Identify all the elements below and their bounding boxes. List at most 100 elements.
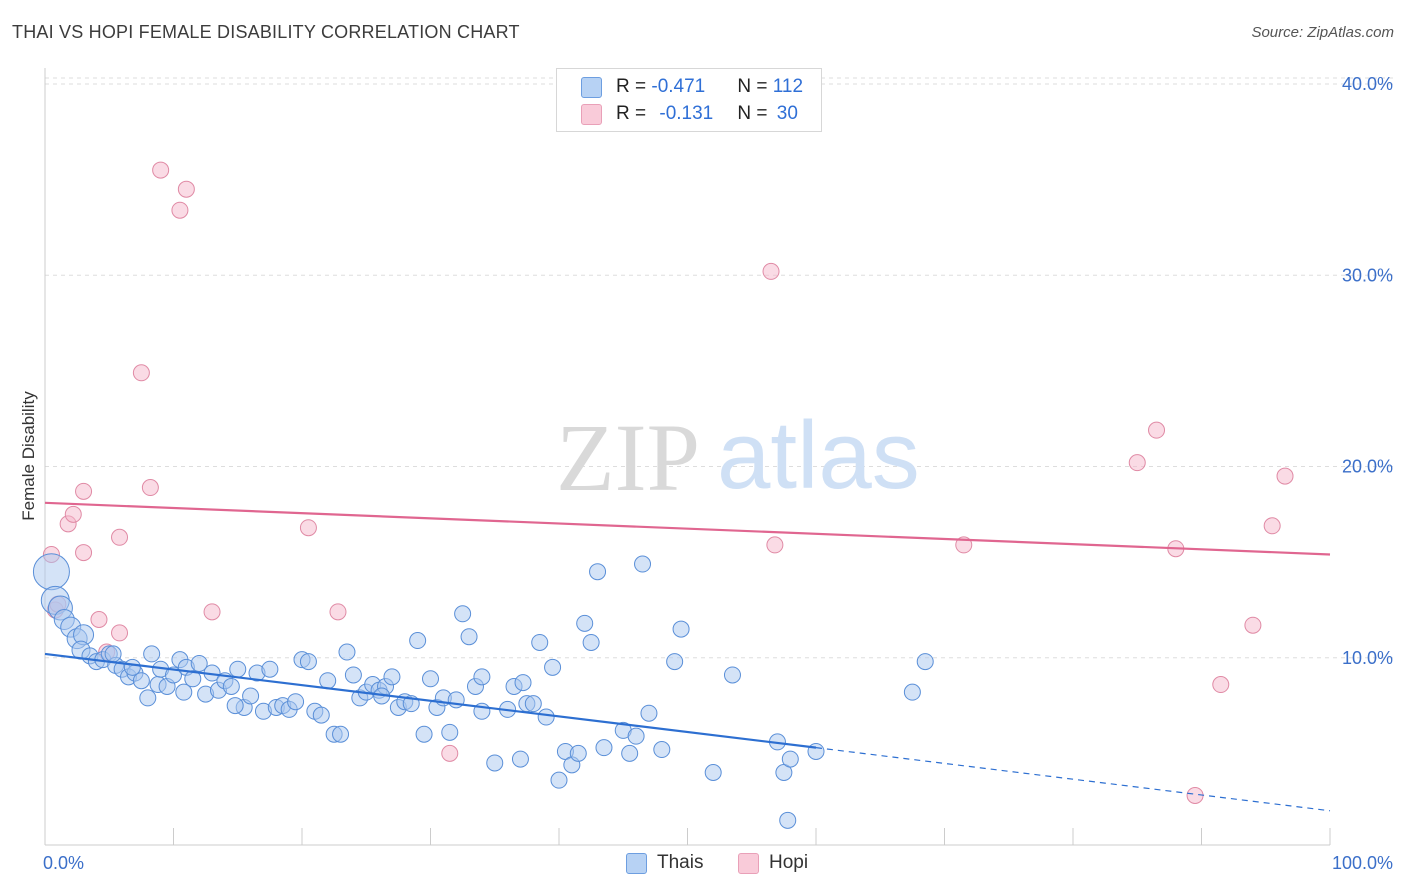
hopi-legend-swatch [738, 852, 759, 874]
thais-legend-swatch [626, 852, 647, 874]
legend-row-hopi: R = -0.131 N = 30 [581, 102, 798, 126]
hopi-point [299, 519, 317, 537]
x-tick-label: 0.0% [43, 853, 84, 873]
source-credit: Source: ZipAtlas.com [1251, 24, 1394, 41]
thais-point [143, 645, 161, 663]
thais-point [524, 695, 542, 713]
thais-point [627, 727, 645, 745]
thais-points [32, 553, 934, 829]
hopi-point [203, 603, 221, 621]
thais-n-label: N = [737, 76, 773, 97]
thais-point [222, 677, 240, 695]
thais-point [595, 739, 613, 757]
x-tick-label: 100.0% [1332, 853, 1393, 873]
thais-point [415, 725, 433, 743]
thais-swatch [581, 76, 602, 98]
series-legend: Thais Hopi [0, 852, 1406, 876]
thais-point [338, 643, 356, 661]
thais-point [422, 670, 439, 688]
hopi-point [132, 364, 150, 382]
thais-point [582, 633, 600, 651]
hopi-point [1276, 467, 1294, 485]
hopi-trend-line [44, 501, 1331, 556]
trend-lines [44, 501, 1331, 812]
y-axis-title: Female Disability [19, 391, 38, 521]
hopi-point [75, 482, 93, 500]
thais-point [383, 668, 401, 686]
legend-row-thais: R = -0.471 N = 112 [581, 75, 803, 99]
thais-point [903, 683, 921, 701]
tick-labels: 10.0% 20.0% 30.0% 40.0% 0.0% 100.0% Female Dis… [19, 74, 1393, 873]
hopi-point [762, 262, 780, 280]
hopi-n-value: 30 [776, 103, 798, 124]
thais-point [576, 614, 594, 632]
thais-point [473, 668, 491, 686]
thais-point [454, 605, 472, 623]
thais-point [514, 674, 532, 692]
thais-point [139, 689, 157, 707]
thais-point [589, 563, 607, 581]
hopi-r-value: -0.131 [659, 103, 714, 124]
thais-legend-label: Thais [657, 852, 704, 873]
hopi-point [111, 624, 129, 642]
y-tick-label: 10.0% [1342, 648, 1393, 668]
thais-point [287, 693, 305, 711]
thais-point [653, 741, 671, 759]
hopi-r-label: R = [616, 103, 652, 124]
y-tick-label: 30.0% [1342, 265, 1393, 285]
hopi-point [64, 505, 82, 523]
hopi-point [441, 744, 459, 762]
thais-point [672, 620, 690, 638]
thais-point [723, 666, 741, 684]
thais-point [537, 708, 555, 726]
hopi-point [171, 201, 189, 219]
hopi-point [329, 603, 347, 621]
hopi-point [111, 528, 129, 546]
thais-point [242, 687, 260, 705]
thais-point [544, 658, 562, 676]
thais-point [666, 653, 684, 671]
chart-title: THAI VS HOPI FEMALE DISABILITY CORRELATI… [12, 22, 520, 42]
y-tick-label: 20.0% [1342, 457, 1393, 477]
hopi-point [177, 180, 195, 198]
correlation-legend: R = -0.471 N = 112 R = -0.131 N = 30 [556, 68, 822, 132]
hopi-point [1263, 517, 1281, 535]
hopi-swatch [581, 103, 602, 125]
thais-point [132, 672, 150, 690]
legend-item-hopi[interactable]: Hopi [738, 852, 808, 874]
thais-point [226, 697, 244, 715]
thais-point [569, 744, 587, 762]
thais-point [344, 666, 362, 684]
hopi-point [766, 536, 784, 554]
hopi-point [1148, 421, 1166, 439]
grid-lines [45, 77, 1394, 659]
thais-point [319, 672, 337, 690]
thais-trend-extension [815, 747, 1331, 812]
thais-point [312, 706, 330, 724]
watermark-zip: ZIP [556, 404, 700, 511]
thais-r-value: -0.471 [651, 76, 706, 97]
thais-point [634, 555, 652, 573]
thais-point [704, 764, 722, 781]
thais-point [511, 750, 529, 768]
hopi-point [1128, 454, 1146, 472]
thais-point [332, 725, 350, 743]
thais-point [299, 653, 317, 671]
thais-point [531, 633, 549, 651]
thais-r-label: R = [616, 76, 652, 97]
thais-point [441, 723, 459, 741]
thais-point [229, 660, 247, 678]
thais-point [123, 658, 141, 676]
thais-point [916, 653, 934, 671]
thais-point [32, 553, 70, 591]
thais-point [621, 744, 639, 762]
hopi-point [1244, 616, 1262, 634]
thais-point [175, 683, 193, 701]
legend-item-thais[interactable]: Thais [626, 852, 703, 874]
thais-point [781, 750, 799, 768]
hopi-n-label: N = [737, 103, 773, 124]
axes [44, 68, 1331, 846]
hopi-legend-label: Hopi [769, 852, 809, 873]
thais-n-value: 112 [772, 76, 804, 97]
thais-point [190, 654, 208, 672]
